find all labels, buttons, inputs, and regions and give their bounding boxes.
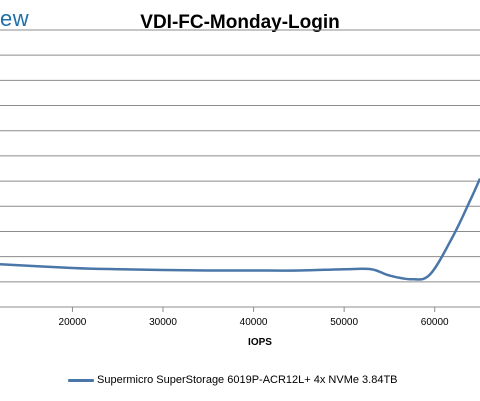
x-tick-label: 50000 — [330, 317, 358, 328]
legend-entry-label: Supermicro SuperStorage 6019P-ACR12L+ 4x… — [97, 374, 398, 386]
x-tick-label: 30000 — [149, 317, 177, 328]
x-tick-label: 60000 — [421, 317, 449, 328]
brand-logo: ew — [0, 6, 30, 31]
x-tick-label: 40000 — [240, 317, 268, 328]
x-tick-label: 20000 — [59, 317, 87, 328]
legend-swatch — [68, 378, 94, 382]
x-axis-label: IOPS — [248, 337, 272, 348]
chart-title: VDI-FC-Monday-Login — [140, 12, 340, 33]
chart-legend: Supermicro SuperStorage 6019P-ACR12L+ 4x… — [68, 374, 398, 386]
series-line — [0, 178, 480, 281]
